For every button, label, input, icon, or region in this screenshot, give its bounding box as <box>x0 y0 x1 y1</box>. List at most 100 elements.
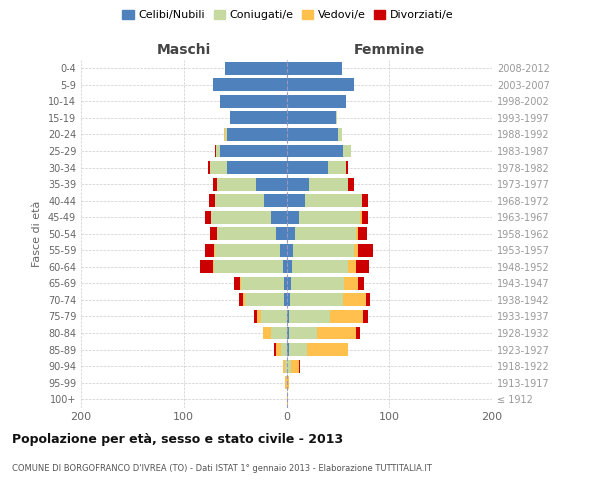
Bar <box>234 277 240 290</box>
Legend: Celibi/Nubili, Coniugati/e, Vedovi/e, Divorziati/e: Celibi/Nubili, Coniugati/e, Vedovi/e, Di… <box>118 6 458 25</box>
Bar <box>287 360 290 372</box>
Bar <box>328 161 346 174</box>
Bar <box>227 161 287 174</box>
Bar <box>276 228 287 240</box>
Bar <box>287 277 290 290</box>
Bar <box>287 95 346 108</box>
Bar <box>287 260 292 274</box>
Bar <box>211 228 217 240</box>
Bar <box>225 62 287 74</box>
Bar <box>343 294 365 306</box>
Bar <box>220 95 287 108</box>
Bar <box>356 228 358 240</box>
Bar <box>362 210 368 224</box>
Bar <box>217 228 276 240</box>
Bar <box>287 326 289 340</box>
Bar <box>287 210 299 224</box>
Bar <box>208 161 211 174</box>
Bar <box>287 78 355 92</box>
Bar <box>227 128 287 141</box>
Bar <box>211 210 271 224</box>
Bar <box>284 277 287 290</box>
Bar <box>287 294 290 306</box>
Bar <box>274 343 276 356</box>
Bar <box>264 194 287 207</box>
Bar <box>286 376 287 389</box>
Bar <box>200 260 212 274</box>
Bar <box>244 294 245 306</box>
Bar <box>215 244 280 257</box>
Bar <box>280 244 287 257</box>
Bar <box>283 360 286 372</box>
Text: Maschi: Maschi <box>157 42 211 56</box>
Bar <box>211 161 227 174</box>
Bar <box>212 178 217 190</box>
Bar <box>284 294 287 306</box>
Bar <box>215 194 264 207</box>
Bar <box>343 144 351 158</box>
Bar <box>299 210 361 224</box>
Bar <box>344 277 358 290</box>
Bar <box>215 144 220 158</box>
Bar <box>287 228 295 240</box>
Bar <box>254 310 257 323</box>
Bar <box>287 112 336 124</box>
Bar <box>287 161 328 174</box>
Bar <box>289 310 329 323</box>
Bar <box>287 343 289 356</box>
Bar <box>271 210 287 224</box>
Bar <box>358 277 364 290</box>
Bar <box>299 360 300 372</box>
Bar <box>289 343 307 356</box>
Bar <box>356 326 361 340</box>
Text: Femmine: Femmine <box>353 42 425 56</box>
Bar <box>309 178 348 190</box>
Bar <box>356 260 369 274</box>
Bar <box>307 343 348 356</box>
Bar <box>305 194 362 207</box>
Bar <box>290 360 299 372</box>
Bar <box>212 260 214 274</box>
Bar <box>276 343 281 356</box>
Y-axis label: Fasce di età: Fasce di età <box>32 200 42 267</box>
Text: Popolazione per età, sesso e stato civile - 2013: Popolazione per età, sesso e stato civil… <box>12 432 343 446</box>
Text: COMUNE DI BORGOFRANCO D'IVREA (TO) - Dati ISTAT 1° gennaio 2013 - Elaborazione T: COMUNE DI BORGOFRANCO D'IVREA (TO) - Dat… <box>12 464 432 473</box>
Bar <box>358 228 367 240</box>
Bar <box>295 228 356 240</box>
Bar <box>293 244 355 257</box>
Bar <box>287 128 338 141</box>
Bar <box>329 310 362 323</box>
Bar <box>292 260 348 274</box>
Bar <box>225 128 227 141</box>
Bar <box>338 128 342 141</box>
Bar <box>290 294 343 306</box>
Bar <box>257 310 261 323</box>
Bar <box>205 244 214 257</box>
Bar <box>287 144 343 158</box>
Bar <box>256 178 287 190</box>
Bar <box>224 128 225 141</box>
Bar <box>336 112 337 124</box>
Bar <box>365 294 370 306</box>
Bar <box>289 326 317 340</box>
Bar <box>214 260 283 274</box>
Bar <box>261 310 287 323</box>
Bar <box>287 194 305 207</box>
Bar <box>220 144 287 158</box>
Bar <box>205 210 211 224</box>
Bar <box>362 310 368 323</box>
Bar <box>348 260 356 274</box>
Bar <box>263 326 271 340</box>
Bar <box>217 178 256 190</box>
Bar <box>212 78 287 92</box>
Bar <box>348 178 355 190</box>
Bar <box>362 194 368 207</box>
Bar <box>355 244 358 257</box>
Bar <box>287 62 342 74</box>
Bar <box>317 326 356 340</box>
Bar <box>287 376 289 389</box>
Bar <box>346 161 348 174</box>
Bar <box>283 260 287 274</box>
Bar <box>245 294 284 306</box>
Bar <box>281 343 287 356</box>
